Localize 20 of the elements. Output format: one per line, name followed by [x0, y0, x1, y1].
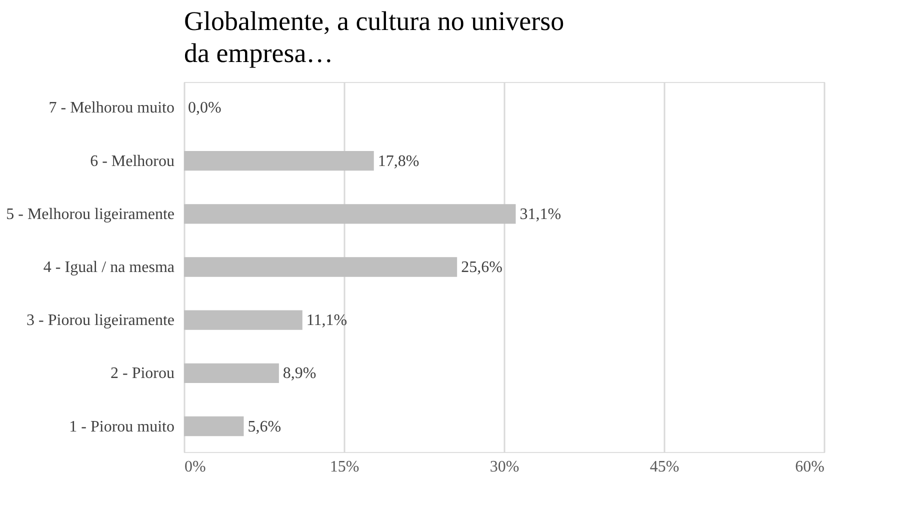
y-tick-label: 6 - Melhorou — [90, 152, 174, 170]
y-tick-label: 1 - Piorou muito — [69, 418, 174, 436]
x-tick-label: 0% — [184, 458, 206, 476]
chart-title: Globalmente, a cultura no universo da empresa… — [184, 6, 564, 68]
data-label: 11,1% — [306, 312, 348, 330]
data-label: 0,0% — [188, 100, 222, 117]
data-label: 25,6% — [461, 259, 502, 276]
y-tick-label: 7 - Melhorou muito — [48, 100, 174, 117]
data-label: 8,9% — [282, 365, 316, 382]
data-label: 5,6% — [248, 418, 282, 436]
y-tick-label: 4 - Igual / na mesma — [43, 259, 174, 276]
y-tick-label: 3 - Piorou ligeiramente — [26, 312, 174, 330]
x-tick-label: 15% — [330, 458, 360, 476]
y-tick-label: 5 - Melhorou ligeiramente — [6, 206, 174, 223]
x-tick-label: 30% — [490, 458, 520, 476]
data-label: 31,1% — [520, 206, 562, 223]
x-tick-label: 45% — [650, 458, 680, 476]
y-tick-label: 2 - Piorou — [110, 365, 174, 382]
x-tick-label: 60% — [795, 458, 824, 476]
data-label: 17,8% — [378, 152, 420, 170]
